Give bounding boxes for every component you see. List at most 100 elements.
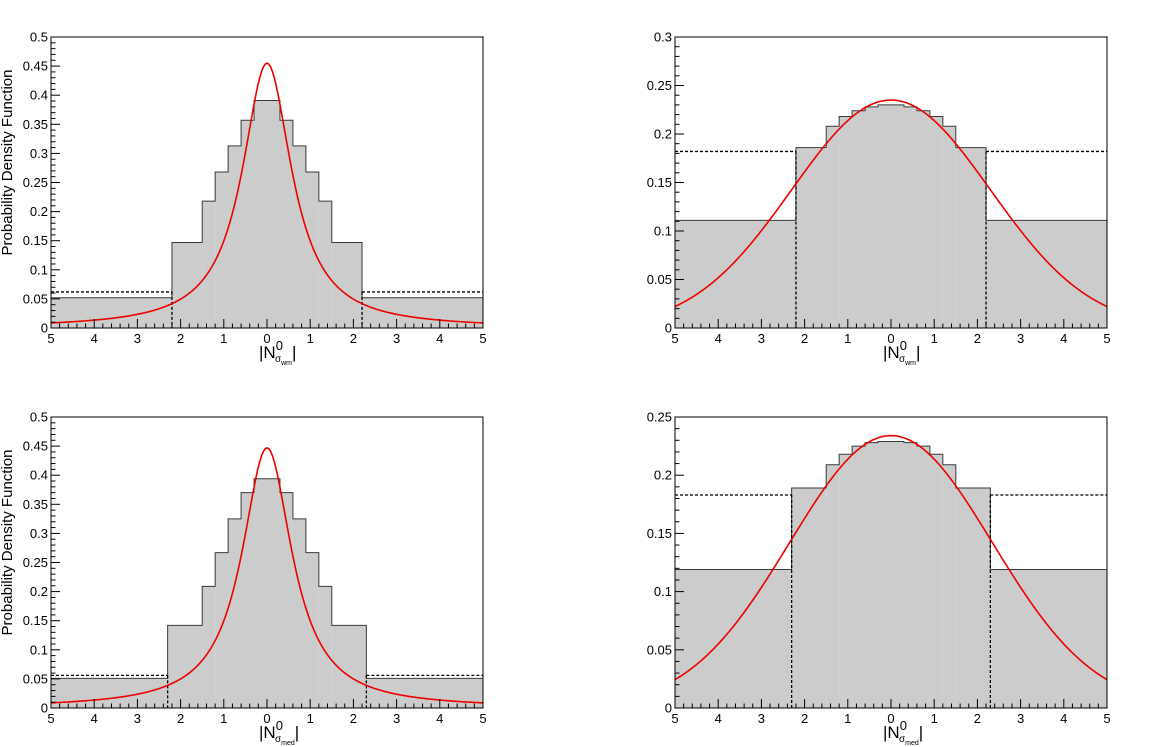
x-axis-label-sub-text: med [905,740,919,747]
y-tick-label: 0.1 [654,584,672,599]
histogram-bar [826,126,840,328]
x-tick-label: 4 [715,331,722,346]
y-tick-label: 0.4 [30,468,48,483]
x-axis-label-sup: 0 [900,718,907,733]
histogram-bar [852,110,866,328]
x-tick-label: 0 [887,711,894,726]
histogram-bar [362,297,483,328]
y-tick-label: 0.45 [23,59,48,74]
y-tick-label: 0.25 [647,410,672,425]
histogram-bar [202,201,216,328]
x-tick-label: 2 [177,331,184,346]
x-tick-label: 3 [393,331,400,346]
y-axis-label: Probability Density Function [0,450,16,636]
histogram-bar [366,678,483,708]
histogram-bar [318,586,332,708]
histogram-bar [903,442,917,708]
x-axis-label: |N0 σwm| [883,338,920,367]
histogram-bar [878,104,904,328]
histogram-bar [916,446,930,708]
x-tick-label: 2 [177,711,184,726]
x-axis-label: |N0 σwm| [259,338,296,367]
y-tick-label: 0.25 [23,555,48,570]
x-tick-label: 0 [263,711,270,726]
x-axis-label-end: | [295,723,299,742]
histogram-bar [955,488,991,708]
y-tick-label: 0 [41,701,48,716]
y-tick-label: 0.2 [30,584,48,599]
x-tick-label: 3 [758,331,765,346]
y-tick-label: 0.1 [654,224,672,239]
histogram-bar [852,446,866,708]
histogram-bar [865,106,879,328]
x-tick-label: 2 [974,331,981,346]
histogram-outline [51,99,483,328]
chart-panel-top-left: 5 4 3 2 1 0 1 2 3 4 500.050.10.150.20.250.30.350.4… [0,30,487,368]
y-tick-label: 0.35 [23,117,48,132]
x-axis-label-sub-symbol: σ [275,734,282,745]
y-tick-label: 0.3 [30,146,48,161]
x-tick-label: 5 [479,331,486,346]
histogram-bar [215,552,229,708]
chart-panel-bottom-left: 5 4 3 2 1 0 1 2 3 4 500.050.10.150.20.250.30.350.4… [0,410,487,747]
y-tick-label: 0.15 [647,175,672,190]
histogram-bar [292,145,306,328]
chart-panel-bottom-right: 5 4 3 2 1 0 1 2 3 4 500.050.10.150.20.25|N0 σmed| [647,410,1111,747]
y-tick-label: 0.45 [23,439,48,454]
histogram-bar [839,454,853,708]
x-tick-label: 5 [479,711,486,726]
y-tick-label: 0.3 [30,526,48,541]
histogram-bar [955,147,987,328]
y-tick-label: 0.05 [647,272,672,287]
y-tick-label: 0.15 [23,613,48,628]
x-axis-label-main: |N [259,723,276,742]
x-tick-label: 1 [931,331,938,346]
x-tick-label: 1 [307,711,314,726]
y-tick-label: 0.5 [30,30,48,45]
y-tick-label: 0.25 [647,78,672,93]
y-tick-label: 0.05 [23,291,48,306]
x-tick-label: 2 [801,711,808,726]
x-axis-label: |N0 σmed| [883,718,923,747]
x-tick-label: 5 [47,711,54,726]
x-tick-label: 5 [671,711,678,726]
x-tick-label: 0 [887,331,894,346]
x-tick-label: 5 [47,331,54,346]
histogram-bar [318,201,332,328]
y-tick-label: 0.15 [23,233,48,248]
x-tick-label: 5 [671,331,678,346]
fit-curve [675,434,1107,681]
y-axis-label: Probability Density Function [0,70,16,256]
x-axis-label-end: | [292,343,296,362]
x-tick-label: 4 [91,711,98,726]
histogram-outline [675,440,1107,708]
histogram-bar [51,678,168,708]
y-tick-label: 0.3 [654,30,672,45]
x-tick-label: 1 [220,711,227,726]
x-axis-label-sup: 0 [276,718,283,733]
x-axis-label-sub-text: med [281,740,295,747]
histogram-bar [228,518,242,708]
x-tick-label: 1 [307,331,314,346]
x-tick-label: 2 [350,331,357,346]
x-tick-label: 3 [393,711,400,726]
histogram-bar [990,569,1107,708]
chart-panel-top-right: 5 4 3 2 1 0 1 2 3 4 500.050.10.150.20.250.3|N0 σwm| [647,30,1111,368]
x-tick-label: 3 [134,711,141,726]
y-tick-label: 0 [41,321,48,336]
histogram-bar [254,478,280,708]
histogram-bar [228,145,242,328]
histogram-outline [51,478,483,708]
y-tick-label: 0.2 [654,127,672,142]
histogram-bar [791,488,827,708]
y-tick-label: 0.2 [654,468,672,483]
fit-curve [675,99,1107,308]
histogram-bar [202,586,216,708]
y-tick-label: 0.4 [30,88,48,103]
plot-area [675,99,1107,328]
x-tick-label: 2 [350,711,357,726]
histogram-bar [292,518,306,708]
y-tick-label: 0.1 [30,262,48,277]
y-tick-label: 0.35 [23,497,48,512]
x-axis-label-sup: 0 [900,338,907,353]
